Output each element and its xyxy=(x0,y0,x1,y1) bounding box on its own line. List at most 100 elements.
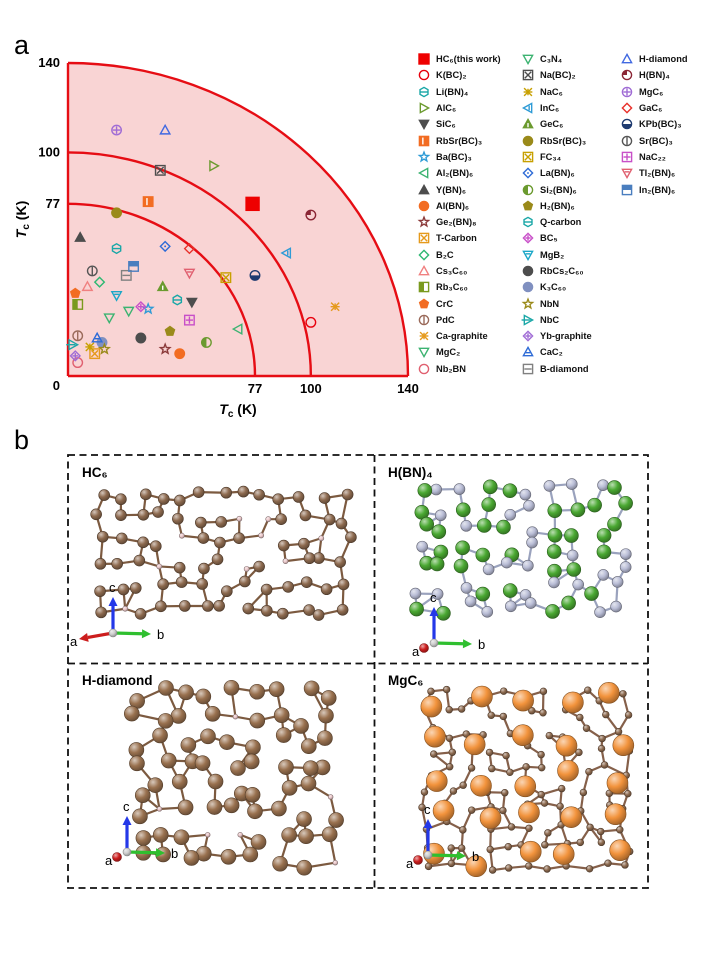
atom xyxy=(606,772,629,794)
atom xyxy=(431,524,447,539)
legend-item-label: H(BN)₄ xyxy=(639,70,670,81)
atom xyxy=(237,485,250,498)
legend-item-label: Si₂(BN)₆ xyxy=(540,184,577,195)
legend-item-label: Cs₃C₆₀ xyxy=(436,266,468,276)
atom xyxy=(486,845,494,854)
atom xyxy=(598,734,606,743)
legend-item: RbSr(BC)₃ xyxy=(417,132,521,148)
atom xyxy=(597,569,610,581)
legend-item: In₂(BN)₆ xyxy=(620,181,714,197)
atom xyxy=(115,532,128,545)
legend-marker xyxy=(522,330,534,342)
atom xyxy=(173,829,190,846)
axis-label-c: c xyxy=(123,799,130,814)
atom xyxy=(157,493,170,505)
atom xyxy=(152,727,168,744)
atom xyxy=(157,578,169,591)
axis-triad: c b a xyxy=(406,802,479,871)
legend-item: B₂C xyxy=(417,247,521,263)
legend-item: La(BN)₆ xyxy=(521,165,620,181)
atom xyxy=(596,528,612,543)
legend-marker xyxy=(418,183,430,194)
atom xyxy=(585,865,594,873)
panel-b-letter: b xyxy=(14,425,30,455)
atom xyxy=(487,711,495,719)
legend-item-label: Nb₂BN xyxy=(436,363,466,374)
atom xyxy=(467,764,476,772)
scatter-point xyxy=(111,243,122,255)
scatter-point xyxy=(183,314,195,326)
legend-item: RbSr(BC)₃ xyxy=(521,132,620,148)
atom xyxy=(418,803,426,812)
legend-marker-icon xyxy=(417,167,429,180)
legend-item-label: H₂(BN)₆ xyxy=(540,200,575,211)
atom xyxy=(204,705,221,722)
legend-marker xyxy=(522,118,534,129)
atom xyxy=(258,532,265,539)
atom xyxy=(271,800,287,817)
legend-item-label: Ba(BC)₃ xyxy=(436,151,472,162)
atom xyxy=(485,748,494,757)
scatter-point xyxy=(135,300,147,313)
legend-marker-icon xyxy=(418,314,430,326)
atom xyxy=(519,840,542,863)
atom xyxy=(476,518,492,533)
legend-marker xyxy=(418,233,430,244)
atom xyxy=(211,553,224,566)
legend-column: HC₆(this work) K(BC)₂ Li(BN)₄ AlC₆ SiC₆ RbSr(… xyxy=(417,51,521,377)
atom xyxy=(504,864,513,872)
legend-item-label: H-diamond xyxy=(639,54,688,65)
x-tick-label: 100 xyxy=(300,381,322,396)
atom xyxy=(230,760,246,776)
legend-marker-icon xyxy=(523,87,533,97)
atom xyxy=(298,828,314,844)
atom xyxy=(140,488,152,501)
atom xyxy=(547,563,562,579)
x-tick-label: 140 xyxy=(397,381,419,396)
legend-marker xyxy=(621,53,633,64)
atom xyxy=(524,597,537,609)
atom xyxy=(518,801,540,824)
scatter-point xyxy=(72,330,84,342)
atom xyxy=(552,843,575,865)
legend-marker-icon xyxy=(419,331,429,341)
scatter-point xyxy=(111,207,123,219)
legend-item-label: C₃N₄ xyxy=(540,54,563,65)
reference-arc-140 xyxy=(67,61,410,377)
atom xyxy=(523,499,535,512)
atom xyxy=(475,586,491,602)
atom xyxy=(137,508,150,521)
legend-marker-icon xyxy=(621,168,633,180)
legend-marker-icon xyxy=(522,70,534,81)
crystal-structure-2 xyxy=(409,478,633,621)
axis-label-a: a xyxy=(70,634,78,649)
atom xyxy=(317,730,333,746)
atom xyxy=(547,527,563,543)
atom xyxy=(620,548,632,560)
legend-item: KPb(BC)₃ xyxy=(620,116,714,132)
legend-item-label: Al(BN)₆ xyxy=(436,200,470,211)
atom xyxy=(147,777,164,793)
atom xyxy=(604,803,627,825)
legend-marker-icon xyxy=(418,119,430,131)
legend-marker-icon xyxy=(418,233,430,244)
legend-item: HC₆(this work) xyxy=(417,51,521,67)
atom xyxy=(300,738,317,755)
atom xyxy=(194,755,211,771)
legend-item-label: PdC xyxy=(436,314,455,325)
reference-arc-77 xyxy=(67,202,257,377)
legend-marker xyxy=(522,250,534,261)
scatter-point xyxy=(330,302,340,312)
atom xyxy=(420,788,429,796)
atom xyxy=(470,774,492,797)
atom xyxy=(425,770,448,792)
crystal-structure-3 xyxy=(123,679,344,876)
atom xyxy=(419,516,435,532)
legend-item: NaC₂₂ xyxy=(620,149,714,165)
legend-item-label: RbCs₂C₆₀ xyxy=(540,266,584,276)
atom xyxy=(488,764,496,773)
atom xyxy=(233,532,245,544)
legend-item: MgC₆ xyxy=(620,84,714,100)
atom xyxy=(596,544,612,560)
legend-marker xyxy=(621,151,633,163)
